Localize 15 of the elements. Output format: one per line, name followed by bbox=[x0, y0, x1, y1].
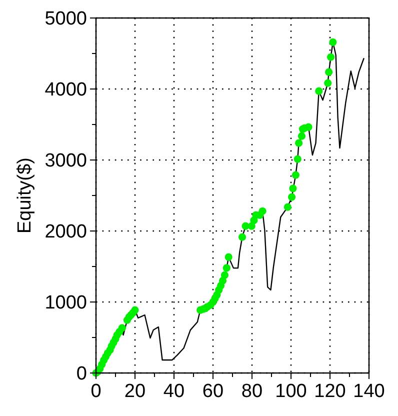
x-tick-label: 100 bbox=[275, 381, 307, 402]
x-tick-label: 0 bbox=[90, 381, 102, 402]
y-tick-label: 5000 bbox=[44, 8, 87, 30]
x-tick-label: 140 bbox=[353, 381, 385, 402]
y-tick-label: 1000 bbox=[44, 292, 87, 314]
x-tick-label: 20 bbox=[124, 381, 146, 402]
x-tick-label: 60 bbox=[202, 381, 224, 402]
y-axis-title: Equity($) bbox=[14, 157, 36, 234]
x-tick-label: 40 bbox=[163, 381, 185, 402]
y-tick-label: 3000 bbox=[44, 150, 87, 172]
x-tick-label: 120 bbox=[314, 381, 346, 402]
x-tick-label: 80 bbox=[241, 381, 263, 402]
y-tick-label: 2000 bbox=[44, 222, 87, 243]
y-tick-label: 4000 bbox=[44, 80, 87, 101]
y-tick-label: 0 bbox=[76, 364, 87, 385]
